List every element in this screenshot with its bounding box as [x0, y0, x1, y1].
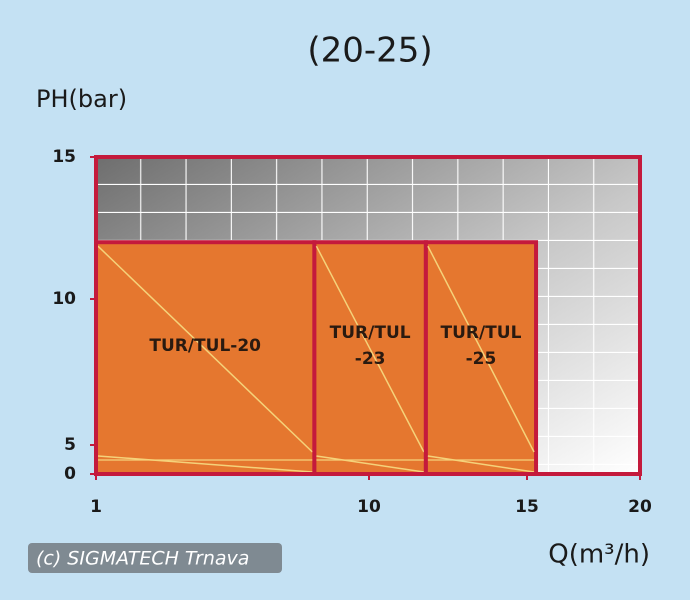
- x-tick-label: 15: [515, 497, 539, 517]
- watermark: (c) SIGMATECH Trnava: [36, 548, 249, 570]
- region-curve: [97, 245, 313, 453]
- region-label: TUR/TUL: [440, 323, 521, 343]
- y-tick-label: 0: [64, 464, 76, 484]
- region-curve: [316, 455, 424, 473]
- y-tick-label: 15: [52, 147, 76, 167]
- x-tick-label: 20: [628, 497, 652, 517]
- y-tick-label: 5: [64, 435, 76, 455]
- y-axis-label: PH(bar): [36, 85, 127, 113]
- region-curve: [427, 455, 535, 473]
- x-axis-label: Q(m³/h): [548, 540, 650, 570]
- regions: TUR/TUL-20 TUR/TUL -23 TUR/TUL -25: [94, 240, 539, 476]
- region-curve: [315, 245, 425, 453]
- region-curve: [97, 455, 313, 473]
- region-label: TUR/TUL-20: [149, 336, 261, 356]
- x-tick-label: 1: [90, 497, 102, 517]
- chart-title: (20-25): [307, 31, 432, 71]
- y-tick-label: 10: [52, 289, 76, 309]
- watermark-box: [28, 543, 282, 573]
- region-label: -25: [466, 349, 497, 369]
- region-label: -23: [355, 349, 386, 369]
- region: [94, 240, 317, 476]
- region-curve: [427, 245, 535, 453]
- region-label: TUR/TUL: [330, 323, 411, 343]
- region: [423, 240, 539, 476]
- x-tick-label: 10: [357, 497, 381, 517]
